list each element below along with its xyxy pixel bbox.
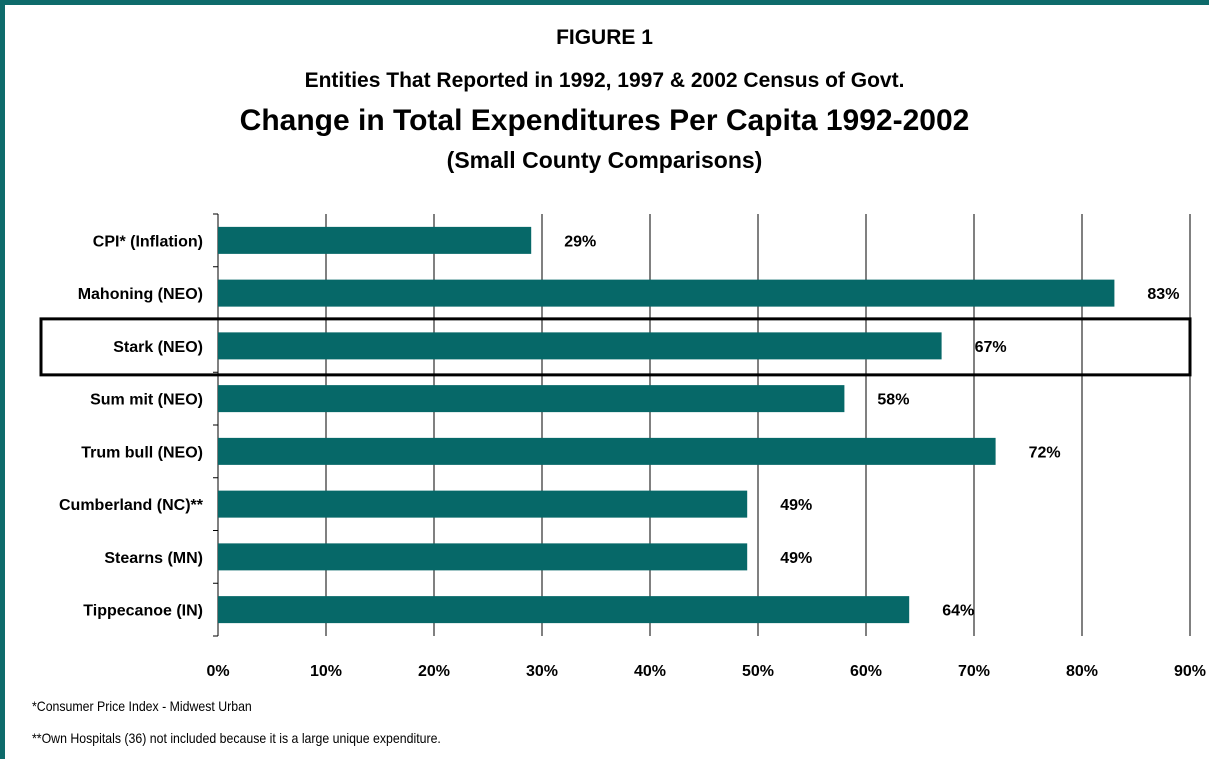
bar [218,543,748,571]
chart-title: Change in Total Expenditures Per Capita … [239,104,970,137]
x-tick-label: 60% [850,663,882,680]
x-tick-label: 70% [958,663,990,680]
bar [218,332,942,360]
data-label: 49% [780,497,812,514]
footnote-hospitals: **Own Hospitals (36) not included becaus… [32,730,441,746]
x-tick-label: 50% [742,663,774,680]
data-label: 29% [564,233,596,250]
bar [218,226,532,254]
bar [218,279,1115,307]
x-tick-label: 80% [1066,663,1098,680]
data-label: 67% [975,339,1007,356]
x-tick-label: 20% [418,663,450,680]
category-label: Cumberland (NC)** [59,497,204,514]
category-label: Stark (NEO) [113,339,203,356]
bar [218,437,996,465]
chart-comparison-subtitle: (Small County Comparisons) [446,147,763,173]
category-label: CPI* (Inflation) [93,233,203,250]
data-label: 58% [877,392,909,409]
category-label: Trum bull (NEO) [81,444,203,461]
category-label: Tippecanoe (IN) [83,603,203,620]
bar [218,596,910,624]
x-tick-label: 30% [526,663,558,680]
highlight-box-stark [39,317,1192,377]
category-label: Stearns (MN) [104,550,203,567]
x-tick-label: 40% [634,663,666,680]
data-label: 72% [1029,444,1061,461]
data-label: 49% [780,550,812,567]
figure-number: FIGURE 1 [556,26,653,49]
data-label: 64% [942,603,974,620]
category-label: Sum mit (NEO) [90,392,203,409]
category-label: Mahoning (NEO) [78,286,203,303]
x-tick-label: 90% [1174,663,1206,680]
bar [218,490,748,518]
x-tick-label: 10% [310,663,342,680]
figure-subtitle: Entities That Reported in 1992, 1997 & 2… [304,69,905,92]
footnote-cpi: *Consumer Price Index - Midwest Urban [32,698,252,714]
x-tick-label: 0% [206,663,229,680]
bar [218,385,845,413]
data-label: 83% [1147,286,1179,303]
